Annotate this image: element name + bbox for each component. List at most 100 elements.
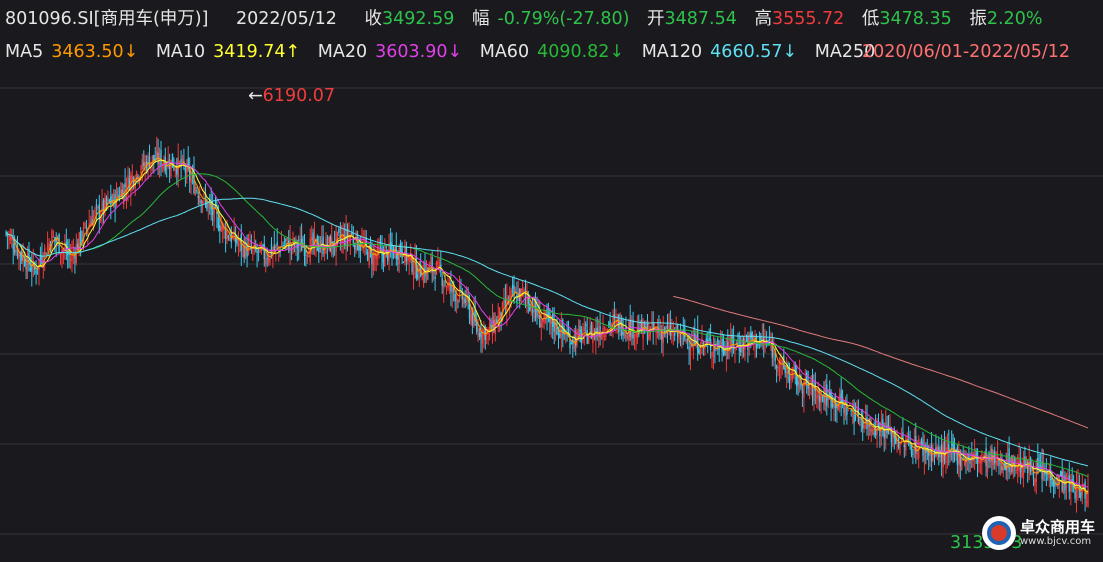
candle-body [234,235,237,243]
candle-body [686,338,689,342]
candle-body [874,428,877,436]
candle-body [457,301,459,302]
candle-body [338,228,340,233]
candle-body [425,265,428,279]
candle-body [563,329,565,335]
kline-plot[interactable] [0,78,1103,562]
candle-body [699,351,702,354]
candle-body [873,433,875,435]
ma10-value: 3419.74↑ [213,42,301,62]
candle-body [916,453,918,455]
candle-body [207,204,209,208]
candle-body [909,442,911,446]
candle-body [892,435,894,437]
ma5-label: MA5 [5,42,44,62]
candle-body [546,308,548,319]
candle-body [761,338,763,346]
candle-body [1025,457,1027,469]
candle-body [918,446,920,459]
candle-body [922,439,924,456]
candle-body [167,159,169,168]
candle-body [961,459,963,471]
candle-body [575,337,577,346]
candle-body [438,264,441,268]
quote-date: 2022/05/12 [236,9,337,29]
candle-body [583,326,585,332]
candle-body [468,302,471,319]
candle-body [612,318,614,326]
candle-body [905,439,907,451]
candle-body [412,271,415,275]
candle-body [585,324,587,327]
amplitude-label: 振 [969,9,987,29]
candle-body [359,244,362,251]
candle-body [1002,466,1004,471]
candle-body [184,167,187,173]
candle-body [936,447,938,456]
candle-body [349,235,352,243]
candle-body [942,446,944,468]
candle-body [399,242,402,253]
candle-body [430,262,432,264]
candle-body [709,339,712,351]
candle-body [920,441,923,444]
candle-body [190,178,192,183]
candle-body [652,323,654,331]
candle-body [171,153,174,168]
candle-body [661,329,663,340]
candle-body [579,325,581,332]
candle-body [606,329,608,333]
candle-body [263,244,265,260]
candle-body [730,335,732,350]
candle-body [272,251,274,253]
candle-body [509,295,511,303]
candle-body [1001,466,1003,471]
candle-body [697,329,699,353]
candle-body [486,329,488,335]
candle-body [569,338,571,349]
candle-body [565,339,567,341]
candle-body [1009,461,1012,474]
candle-body [1045,472,1048,474]
candle-body [328,237,330,244]
candle-body [823,395,825,402]
candle-body [226,231,228,239]
candle-body [1044,469,1046,476]
candle-body [453,286,455,293]
candle-body [985,448,987,467]
candle-body [620,319,623,336]
candle-body [319,247,321,249]
candle-body [448,281,451,288]
candle-body [92,215,95,228]
candle-body [200,200,202,204]
candle-body [965,457,967,462]
candle-body [702,343,705,344]
candle-body [712,346,715,357]
candle-body [641,320,643,334]
candle-body [1085,501,1088,503]
candle-body [54,237,56,241]
candle-body [97,206,99,208]
candle-body [582,336,584,339]
candle-body [819,395,821,403]
candle-body [748,335,750,348]
candle-body [662,331,664,344]
candle-body [424,262,426,276]
candle-body [592,331,594,344]
candle-body [224,228,227,239]
ma-legend: MA5 3463.50↓ MA10 3419.74↑ MA20 3603.90↓ MA… [5,41,875,63]
candle-body [1075,483,1078,498]
candle-body [674,333,676,336]
candle-body [29,268,32,270]
candle-body [236,237,238,244]
candle-body [266,258,268,259]
candle-body [671,330,673,336]
candle-body [833,398,835,408]
candle-body [158,153,161,166]
candle-body [613,313,616,319]
candle-body [494,319,496,334]
candle-body [81,239,83,241]
candle-body [216,210,218,214]
candle-body [513,285,515,296]
candle-body [725,345,728,357]
